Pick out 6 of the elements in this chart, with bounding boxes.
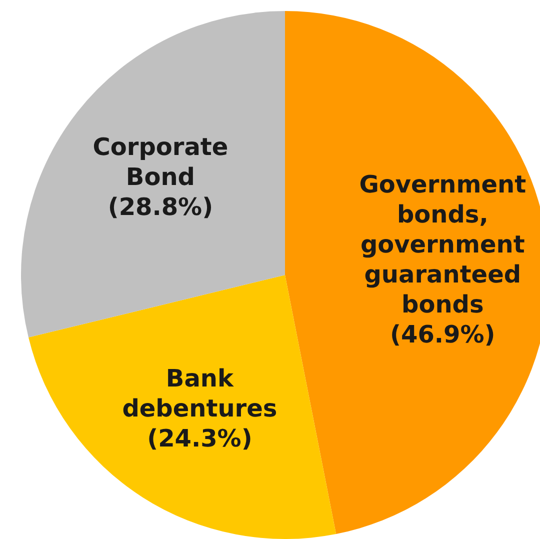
slice-label: Corporate Bond (92, 133, 228, 192)
slice-label: Government bonds, government guaranteed bonds (359, 170, 526, 319)
data-label: (24.3%) (147, 424, 252, 452)
data-label: (46.9%) (390, 320, 496, 349)
data-label: (28.8%) (108, 193, 214, 222)
slice-label: Bank debentures (122, 364, 278, 422)
